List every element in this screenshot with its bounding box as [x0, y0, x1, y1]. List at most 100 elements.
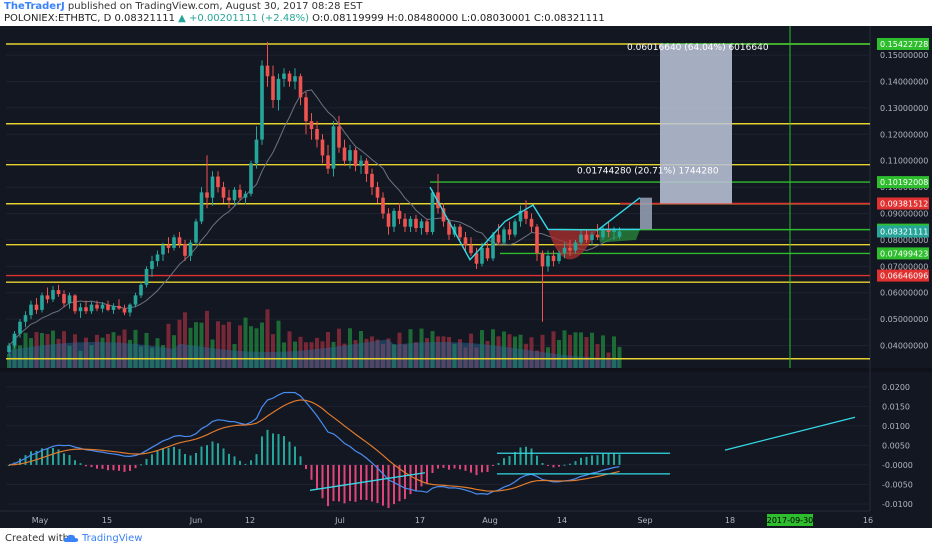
macd-histogram-bar — [475, 464, 478, 476]
candle-body — [315, 129, 319, 140]
macd-histogram-bar — [74, 460, 76, 465]
macd-histogram-bar — [46, 448, 49, 465]
volume-bar — [106, 333, 110, 368]
macd-histogram-bar — [514, 451, 516, 465]
cloud-icon — [63, 534, 79, 542]
candle — [381, 192, 385, 219]
volume-bar — [595, 344, 600, 368]
candle-body — [381, 197, 385, 214]
macd-histogram-bar — [569, 463, 571, 465]
candle-body — [95, 304, 99, 309]
macd-histogram-bar — [30, 451, 32, 465]
macd-histogram-bar — [305, 464, 307, 470]
macd-histogram-bar — [492, 464, 494, 466]
macd-histogram-bar — [470, 464, 472, 473]
candle — [293, 68, 297, 90]
macd-histogram-bar — [420, 464, 423, 487]
candle-body — [601, 229, 605, 238]
candlesticks — [7, 41, 622, 355]
volume-bar — [524, 343, 528, 368]
volume-bar — [45, 334, 50, 368]
candle — [441, 202, 446, 227]
candle — [106, 300, 110, 312]
macd-histogram-bar — [112, 464, 115, 471]
price-label-bg — [877, 225, 929, 238]
volume-bar — [458, 339, 462, 368]
volume-ma-area — [9, 339, 620, 368]
price-label-bg — [877, 269, 929, 282]
price-axis-label: 0.08321111 — [877, 225, 929, 238]
candle-body — [67, 295, 72, 304]
macd-histogram-bar — [613, 453, 615, 465]
candle — [67, 292, 72, 309]
candle — [557, 250, 561, 264]
candle-body — [524, 210, 528, 219]
macd-histogram-bar — [283, 436, 285, 465]
candle — [348, 144, 352, 169]
candle — [7, 342, 11, 355]
candle — [216, 171, 220, 193]
macd-histogram-bar — [228, 453, 230, 465]
macd-histogram-bar — [123, 464, 126, 472]
macd-histogram-bar — [618, 454, 621, 465]
candle — [128, 303, 132, 317]
macd-tick-label: 0.0200 — [882, 383, 910, 392]
volume-bar — [40, 332, 44, 368]
candle — [221, 181, 226, 203]
volume-bar — [557, 339, 561, 368]
candle — [232, 187, 237, 206]
candle-body — [480, 247, 484, 264]
candle — [579, 229, 583, 246]
macd-histogram-bar — [140, 464, 142, 466]
macd-histogram-bar — [162, 447, 164, 465]
price-tick-label: 0.12000000 — [880, 130, 928, 139]
price-label-bg — [877, 176, 929, 189]
candle — [315, 121, 319, 148]
ohlc-values: O:0.08119999 H:0.08480000 L:0.08030001 C… — [312, 13, 605, 24]
macd-histogram-bar — [63, 453, 65, 465]
projection-box-small — [640, 197, 652, 230]
pane-separator — [0, 368, 932, 372]
volume-bar — [529, 337, 534, 368]
price-chart[interactable]: 0.15000000 0.14000000 0.13000000 0.12000000… — [0, 26, 932, 528]
publish-line: TheTraderJ published on TradingView.com,… — [4, 1, 362, 12]
candle-body — [331, 126, 336, 169]
macd-histogram-bar — [382, 464, 384, 506]
candle — [309, 113, 314, 140]
candle-body — [304, 97, 308, 122]
volume-bar — [205, 310, 209, 368]
volume-bar — [463, 347, 468, 368]
candle-body — [507, 229, 512, 235]
candle — [595, 224, 600, 240]
candle — [199, 187, 204, 225]
candle-body — [227, 197, 231, 201]
candle-body — [298, 76, 303, 98]
price-label-text: 0.06646096 — [880, 272, 928, 281]
candle — [403, 213, 407, 233]
volume-bar — [188, 327, 193, 368]
tradingview-link[interactable]: TradingView — [82, 533, 143, 544]
candle — [238, 184, 242, 201]
candle-body — [397, 210, 402, 219]
volume-bar — [590, 332, 594, 368]
signal-line — [8, 399, 620, 492]
created-with-label: Created with — [5, 533, 69, 544]
macd-histogram-bar — [294, 446, 296, 465]
author-link[interactable]: TheTraderJ — [4, 1, 65, 12]
volume-bar — [381, 343, 385, 368]
candle — [430, 189, 435, 235]
candle-body — [205, 192, 209, 198]
candle-body — [359, 160, 363, 166]
candle — [425, 218, 429, 235]
candle-body — [458, 226, 462, 238]
volume-bar — [161, 345, 165, 368]
candle-body — [282, 73, 286, 79]
volume-bar — [51, 330, 55, 368]
candle — [568, 239, 572, 256]
candle-body — [425, 221, 429, 233]
volume-bar — [12, 335, 17, 368]
volume-bar — [408, 329, 413, 368]
price-grid: 0.15000000 0.14000000 0.13000000 0.12000000… — [6, 51, 928, 351]
candle-body — [606, 229, 611, 233]
candle — [386, 208, 391, 235]
